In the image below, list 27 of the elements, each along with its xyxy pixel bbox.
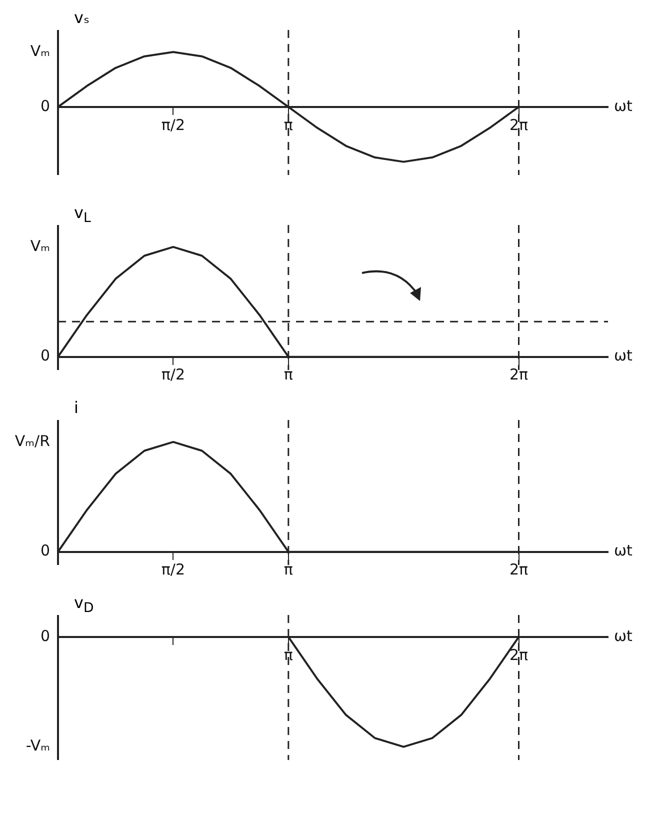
text: 0	[40, 626, 50, 645]
x-tick-label: 2π	[509, 366, 528, 384]
text: Vₘ	[30, 236, 50, 255]
x-axis-title: ωt	[614, 542, 633, 560]
x-axis-title: ωt	[614, 626, 633, 645]
x-tick-label: π/2	[161, 366, 186, 384]
y-axis-title: v$_{L}$	[74, 203, 91, 226]
x-tick-label: π	[284, 116, 293, 134]
x-tick-label: π	[284, 560, 293, 579]
x-tick-label: π/2	[161, 560, 186, 579]
y-axis-title: vₛ	[74, 8, 90, 27]
x-axis-title: ωt	[614, 346, 633, 365]
x-tick-label: π	[284, 366, 293, 384]
y-axis-title: v$_{D}$	[74, 593, 94, 616]
x-tick-label: 2π	[509, 560, 528, 579]
text: 0	[40, 96, 50, 115]
text: Vₘ	[30, 42, 50, 60]
x-tick-label: π/2	[161, 116, 186, 134]
text: -Vₘ	[26, 736, 50, 755]
x-tick-label: 2π	[509, 646, 528, 664]
text: 0	[40, 542, 50, 560]
x-axis-title: ωt	[614, 96, 633, 115]
text: Vₘ/R	[14, 432, 50, 450]
x-tick-label: π	[284, 646, 293, 664]
y-axis-title: i	[74, 398, 78, 417]
x-tick-label: 2π	[509, 116, 528, 134]
text: 0	[40, 346, 50, 365]
